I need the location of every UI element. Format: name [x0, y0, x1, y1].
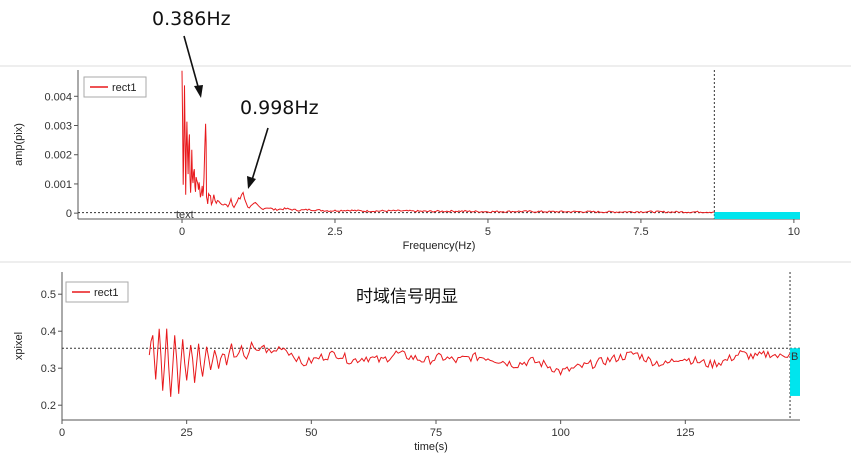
- top-x-tick-label: 10: [788, 226, 800, 238]
- top-x-tick-label: 5: [485, 226, 491, 238]
- bot-x-tick-label: 25: [181, 427, 193, 439]
- spectrum-legend-label: rect1: [112, 82, 136, 94]
- spectrum-chart: 0 0.001 0.002 0.003 0.004 0 2.5 5 7.5 10 Frequen…: [0, 65, 851, 256]
- time-y-ticks: 0.2 0.3 0.4 0.5: [41, 289, 62, 412]
- text-marker-label: text: [176, 209, 194, 221]
- top-y-tick-label: 0.003: [44, 121, 72, 133]
- spectrum-x-ticks: 0 2.5 5 7.5 10: [179, 219, 800, 238]
- time-legend: rect1: [65, 281, 129, 303]
- spectrum-panel-background: [0, 66, 851, 256]
- box-marker-label: B: [791, 351, 798, 363]
- spectrum-series-line: [181, 70, 715, 214]
- spectrum-legend: rect1: [83, 76, 147, 98]
- top-x-tick-label: 0: [179, 226, 185, 238]
- time-x-ticks: 0 25 50 75 100 125: [59, 420, 694, 439]
- spectrum-legend-box: [83, 76, 147, 98]
- peak2-arrow-shaft: [251, 127, 269, 181]
- time-series-line: [148, 328, 791, 397]
- time-chart: 0.2 0.3 0.4 0.5 0 25 50 75 100 125 B time(s) xpi…: [0, 261, 851, 453]
- bot-x-tick-label: 0: [59, 427, 65, 439]
- spectrum-y-axis-label: amp(pix): [13, 123, 25, 166]
- time-y-axis-label: xpixel: [13, 332, 25, 360]
- top-x-tick-label: 7.5: [633, 226, 648, 238]
- bot-x-tick-label: 75: [430, 427, 442, 439]
- top-y-tick-label: 0: [66, 208, 72, 220]
- top-y-tick-label: 0.001: [44, 179, 72, 191]
- top-y-tick-label: 0.004: [44, 91, 72, 103]
- peak2-arrow-head: [247, 176, 256, 189]
- bot-y-tick-label: 0.3: [41, 363, 56, 375]
- peak2-arrow: [247, 127, 269, 189]
- bot-x-tick-label: 50: [305, 427, 317, 439]
- spectrum-cyan-box: [714, 212, 800, 219]
- peak1-annotation: 0.386Hz: [152, 8, 231, 30]
- time-legend-label: rect1: [94, 287, 118, 299]
- top-y-tick-label: 0.002: [44, 150, 72, 162]
- peak1-arrow: [183, 35, 203, 98]
- time-note-annotation: 时域信号明显: [356, 287, 458, 307]
- bot-y-tick-label: 0.4: [41, 326, 56, 338]
- time-x-axis-label: time(s): [414, 441, 448, 453]
- peak2-annotation: 0.998Hz: [240, 97, 319, 119]
- time-legend-box: [65, 281, 129, 303]
- time-cyan-box: [790, 348, 800, 396]
- spectrum-y-ticks: 0 0.001 0.002 0.003 0.004: [44, 91, 78, 220]
- bot-y-tick-label: 0.2: [41, 400, 56, 412]
- peak1-arrow-shaft: [183, 35, 200, 91]
- bot-y-tick-label: 0.5: [41, 289, 56, 301]
- bot-x-tick-label: 100: [551, 427, 569, 439]
- peak1-arrow-head: [194, 85, 203, 98]
- spectrum-x-axis-label: Frequency(Hz): [403, 240, 476, 252]
- bot-x-tick-label: 125: [676, 427, 694, 439]
- top-x-tick-label: 2.5: [327, 226, 342, 238]
